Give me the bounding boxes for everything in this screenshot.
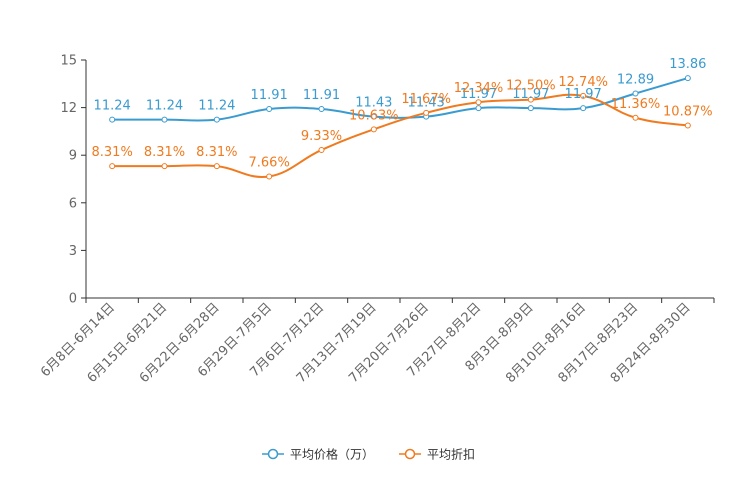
data-point[interactable] — [580, 105, 587, 112]
data-label: 7.66% — [249, 155, 290, 170]
series-line-1 — [112, 93, 688, 179]
data-label: 11.43 — [408, 96, 445, 111]
data-labels: 11.24 11.24 11.24 11.91 11.91 11.43 11.43 11.97… — [92, 57, 713, 170]
data-point[interactable] — [318, 106, 325, 113]
data-point[interactable] — [632, 90, 639, 97]
data-label: 12.74% — [558, 75, 608, 90]
data-point[interactable] — [266, 173, 273, 180]
data-point[interactable] — [684, 75, 691, 82]
data-label: 11.97 — [512, 87, 549, 102]
legend-item-1[interactable]: 平均折扣 — [399, 447, 475, 462]
legend-label: 平均折扣 — [427, 447, 475, 462]
y-tick-label: 15 — [60, 54, 77, 69]
data-point[interactable] — [580, 92, 587, 99]
data-label: 8.31% — [196, 145, 237, 160]
y-tick-label: 9 — [69, 149, 77, 164]
data-label: 11.36% — [611, 97, 661, 112]
data-label: 11.91 — [303, 88, 340, 103]
legend[interactable]: 平均价格（万） 平均折扣 — [262, 447, 475, 462]
data-point[interactable] — [475, 105, 482, 112]
data-label: 12.34% — [454, 81, 504, 96]
series-line-0 — [112, 77, 689, 122]
data-point[interactable] — [213, 163, 220, 170]
data-label: 10.87% — [663, 105, 713, 120]
legend-item-0[interactable]: 平均价格（万） — [262, 447, 374, 462]
data-point[interactable] — [684, 122, 691, 129]
legend-marker-icon — [267, 448, 279, 460]
y-tick-label: 12 — [60, 101, 77, 116]
data-label: 12.89 — [617, 72, 654, 87]
data-label: 11.67% — [401, 92, 451, 107]
legend-label: 平均价格（万） — [290, 447, 374, 462]
data-point[interactable] — [318, 146, 325, 153]
data-point[interactable] — [370, 113, 377, 120]
data-label: 11.97 — [565, 87, 602, 102]
legend-marker-icon — [404, 448, 416, 460]
data-label: 13.86 — [669, 57, 706, 72]
y-tick-label: 6 — [69, 196, 77, 211]
data-label: 11.24 — [94, 99, 131, 114]
data-point[interactable] — [109, 116, 116, 123]
data-point[interactable] — [527, 96, 534, 103]
data-point[interactable] — [423, 109, 430, 116]
data-label: 8.31% — [144, 145, 185, 160]
data-label: 12.50% — [506, 79, 556, 94]
data-label: 9.33% — [301, 129, 342, 144]
data-label: 8.31% — [92, 145, 133, 160]
data-point[interactable] — [109, 163, 116, 170]
series-layer — [109, 75, 691, 180]
data-point[interactable] — [527, 105, 534, 112]
y-tick-label: 3 — [69, 244, 77, 259]
data-label: 11.43 — [355, 96, 392, 111]
data-point[interactable] — [370, 126, 377, 133]
data-label: 11.24 — [146, 99, 183, 114]
data-point[interactable] — [475, 99, 482, 106]
data-label: 10.63% — [349, 108, 399, 123]
data-point[interactable] — [213, 116, 220, 123]
data-point[interactable] — [161, 116, 168, 123]
data-point[interactable] — [632, 114, 639, 121]
data-label: 11.24 — [198, 99, 235, 114]
y-tick-label: 0 — [69, 292, 77, 307]
data-label: 11.97 — [460, 87, 497, 102]
data-label: 11.91 — [251, 88, 288, 103]
data-point[interactable] — [266, 106, 273, 113]
data-point[interactable] — [161, 163, 168, 170]
